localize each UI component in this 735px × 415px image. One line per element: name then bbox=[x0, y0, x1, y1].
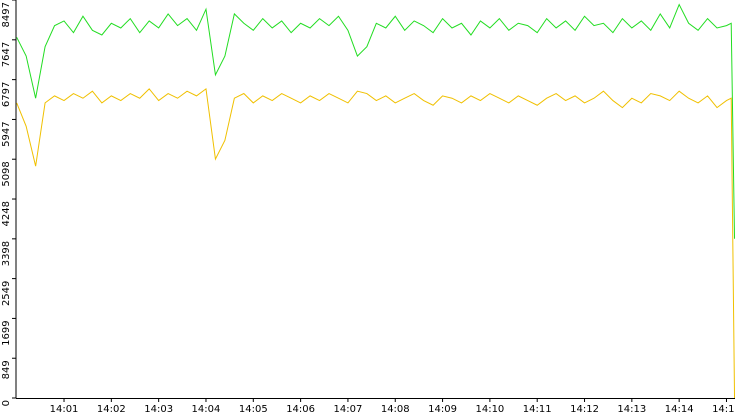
y-tick-label: 1699 bbox=[1, 320, 12, 345]
y-tick-label: 7647 bbox=[1, 42, 12, 67]
x-tick-label: 14:07 bbox=[334, 404, 363, 415]
y-tick-label: 5098 bbox=[1, 161, 12, 186]
x-tick-label: 14:12 bbox=[570, 404, 599, 415]
x-tick-label: 14:01 bbox=[50, 404, 79, 415]
x-tick-label: 14:03 bbox=[144, 404, 173, 415]
x-tick-label: 14:15 bbox=[712, 404, 735, 415]
x-tick-label: 14:13 bbox=[617, 404, 646, 415]
x-tick-label: 14:08 bbox=[381, 404, 410, 415]
x-tick-label: 14:14 bbox=[665, 404, 694, 415]
x-tick-label: 14:10 bbox=[475, 404, 504, 415]
y-tick-label: 4248 bbox=[1, 201, 12, 226]
series-line bbox=[16, 87, 735, 399]
y-tick-label: 2549 bbox=[1, 281, 12, 306]
x-tick-label: 14:06 bbox=[286, 404, 315, 415]
x-tick-label: 14:11 bbox=[523, 404, 552, 415]
x-tick-label: 14:02 bbox=[97, 404, 126, 415]
y-tick-label: 5947 bbox=[1, 121, 12, 146]
y-tick-label: 849 bbox=[1, 360, 12, 379]
x-tick-label: 14:05 bbox=[239, 404, 268, 415]
y-tick-label: 0 bbox=[1, 400, 12, 406]
y-tick-label: 8497 bbox=[1, 2, 12, 27]
x-tick-label: 14:04 bbox=[192, 404, 221, 415]
y-tick-label: 6797 bbox=[1, 82, 12, 107]
x-tick-label: 14:09 bbox=[428, 404, 457, 415]
y-tick-label: 3398 bbox=[1, 241, 12, 266]
series-line bbox=[16, 3, 735, 239]
